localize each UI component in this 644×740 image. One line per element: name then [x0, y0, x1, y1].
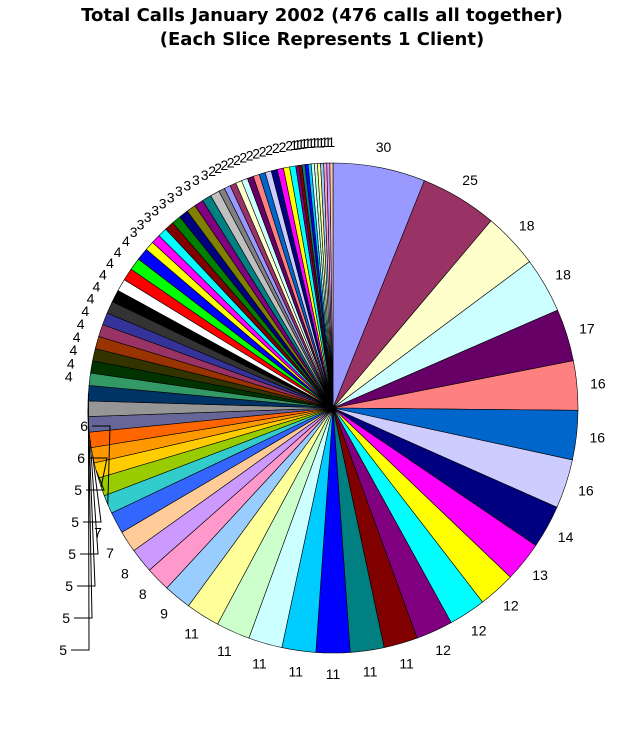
data-label: 11	[217, 643, 232, 659]
data-label: 5	[65, 578, 73, 594]
data-label: 25	[462, 172, 478, 188]
data-label: 3	[192, 172, 200, 188]
data-label: 16	[590, 376, 606, 392]
data-label: 12	[435, 642, 451, 658]
data-label: 5	[62, 610, 70, 626]
data-label: 11	[399, 656, 414, 672]
data-label: 11	[363, 663, 378, 679]
data-label: 4	[114, 244, 122, 260]
data-label: 11	[252, 656, 267, 672]
data-label: 18	[555, 267, 571, 283]
data-label: 8	[139, 586, 147, 602]
data-label: 5	[59, 642, 67, 658]
data-label: 7	[94, 525, 102, 541]
pie-slices	[88, 163, 578, 653]
data-label: 7	[106, 545, 114, 561]
data-label: 13	[532, 567, 548, 583]
data-label: 3	[167, 189, 175, 205]
data-label: 3	[183, 178, 191, 194]
data-label: 5	[68, 546, 76, 562]
data-label: 3	[175, 183, 183, 199]
data-label: 30	[376, 139, 392, 155]
data-label: 5	[71, 514, 79, 530]
data-label: 6	[80, 418, 88, 434]
data-label: 12	[471, 623, 487, 639]
data-label: 11	[184, 625, 199, 641]
data-label: 11	[289, 663, 304, 679]
data-label: 9	[160, 606, 168, 622]
data-label: 8	[121, 566, 129, 582]
data-label: 5	[74, 482, 82, 498]
data-label: 1	[327, 134, 335, 150]
data-label: 3	[159, 196, 167, 212]
data-label: 11	[326, 666, 341, 682]
data-label: 12	[503, 598, 519, 614]
data-label: 6	[77, 450, 85, 466]
data-label: 17	[579, 321, 595, 337]
data-label: 18	[519, 218, 535, 234]
data-label: 16	[590, 430, 606, 446]
data-label: 16	[578, 483, 594, 499]
data-label: 14	[558, 529, 574, 545]
